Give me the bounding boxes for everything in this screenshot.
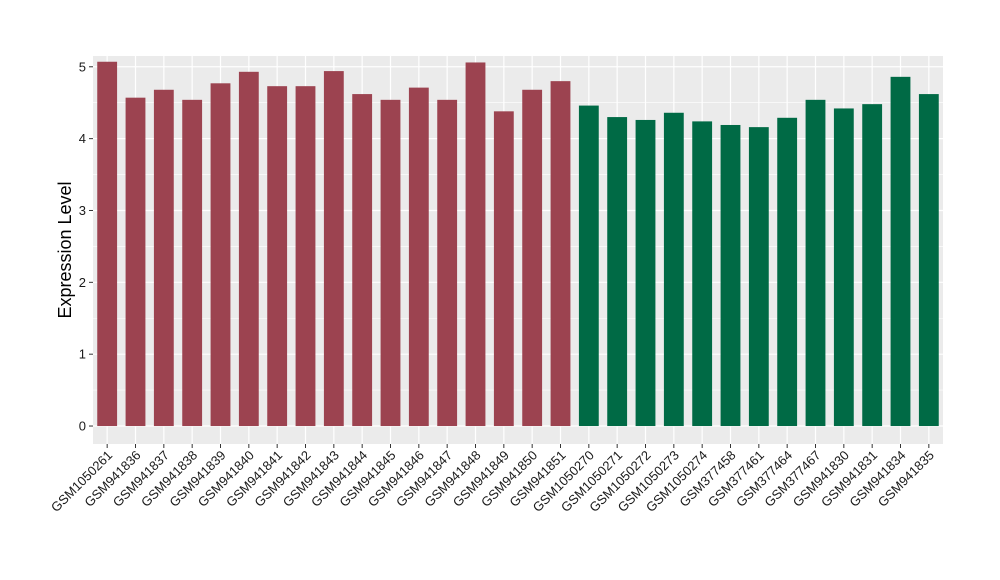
bar-GSM941831 — [862, 104, 883, 427]
bar-GSM377464 — [777, 117, 798, 427]
bar-GSM377467 — [805, 99, 826, 427]
bar-GSM941851 — [550, 81, 571, 427]
bar-GSM1050274 — [692, 121, 713, 427]
bar-GSM941840 — [238, 71, 259, 427]
bar-GSM941850 — [522, 89, 543, 427]
bar-GSM941842 — [295, 86, 316, 427]
bar-GSM377458 — [720, 124, 741, 427]
y-tick-label: 3 — [79, 203, 86, 218]
bar-GSM1050261 — [97, 61, 118, 427]
bar-GSM941837 — [153, 89, 174, 427]
bar-GSM941830 — [833, 108, 854, 427]
bar-GSM941838 — [182, 99, 203, 427]
bar-GSM941843 — [323, 71, 344, 427]
bar-GSM941849 — [493, 111, 514, 427]
y-tick-label: 4 — [79, 131, 86, 146]
bar-GSM941835 — [918, 94, 939, 427]
bar-GSM941839 — [210, 83, 231, 427]
bar-GSM941847 — [437, 99, 458, 427]
y-tick-label: 5 — [79, 59, 86, 74]
y-axis-title: Expression Level — [55, 181, 75, 318]
bar-GSM1050272 — [635, 119, 656, 427]
y-tick-label: 1 — [79, 347, 86, 362]
y-tick-label: 2 — [79, 275, 86, 290]
bar-GSM1050273 — [663, 112, 684, 427]
plot-panel — [93, 56, 943, 444]
bar-GSM941834 — [890, 76, 911, 427]
bar-GSM941846 — [408, 87, 429, 427]
bar-GSM941836 — [125, 97, 146, 427]
y-axis: 0 1 2 3 4 5 — [79, 59, 93, 434]
bar-GSM1050271 — [607, 117, 628, 427]
bar-GSM1050270 — [578, 105, 599, 427]
bars — [97, 61, 939, 427]
bar-GSM941844 — [352, 94, 373, 427]
x-axis: GSM1050261GSM941836GSM941837GSM941838GSM… — [48, 444, 937, 515]
bar-GSM941848 — [465, 62, 486, 427]
y-tick-label: 0 — [79, 419, 86, 434]
bar-GSM941841 — [267, 86, 288, 427]
bar-GSM377461 — [748, 127, 769, 427]
bar-GSM941845 — [380, 99, 401, 427]
